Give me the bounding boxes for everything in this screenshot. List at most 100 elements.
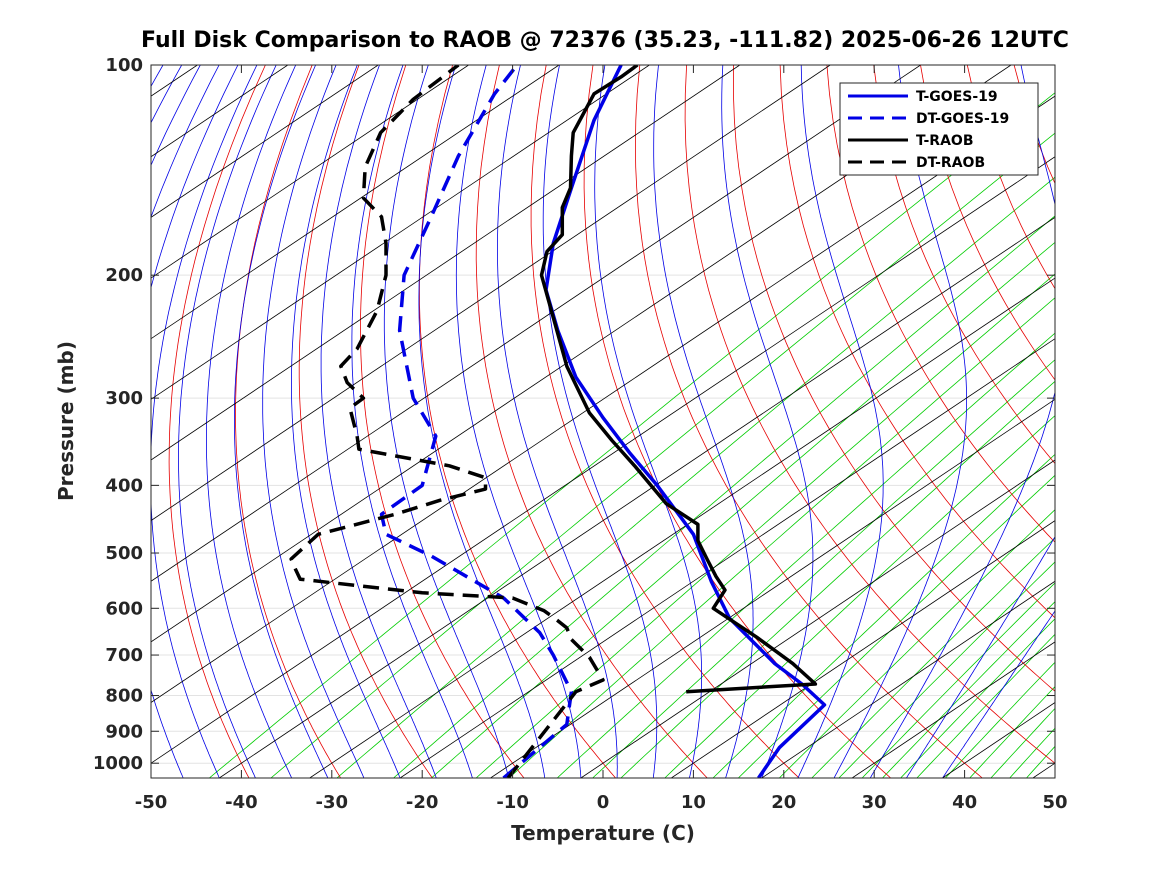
moist-adiabat-line (542, 65, 658, 778)
dry-adiabat-line (873, 65, 1055, 465)
mixing-ratio-line (945, 661, 1055, 778)
moist-adiabat-line (320, 65, 437, 778)
x-tick-label: -40 (225, 792, 258, 813)
mixing-ratio-line (664, 415, 1055, 778)
moist-adiabat-line (178, 65, 277, 778)
dry-adiabat-line (359, 65, 525, 778)
moist-adiabat-line (653, 65, 754, 778)
y-tick-label: 700 (105, 645, 143, 666)
y-tick-label: 900 (105, 721, 143, 742)
mixing-ratio-line (336, 176, 1055, 778)
isotherm-line (151, 65, 650, 400)
moist-adiabat-line (833, 65, 967, 778)
mixing-ratio-line (916, 633, 1055, 778)
series-line-dt-goes-19 (379, 65, 574, 778)
moist-adiabat-line (455, 65, 582, 778)
series-layer (289, 65, 827, 778)
isotherm-line (151, 65, 379, 218)
mixing-ratio-line (738, 474, 1055, 778)
isotherm-line (219, 216, 1055, 778)
dry-adiabat-line (1108, 65, 1167, 778)
isotherm-line (151, 65, 741, 461)
y-tick-label: 100 (105, 55, 143, 76)
isotherm-line (490, 398, 1055, 778)
dry-adiabat-line (475, 65, 708, 778)
dry-adiabat-line (1155, 65, 1167, 778)
axis-layer: -50 -40 -30 -20 -10 0 10 20 30 40 50 100 200 300 400 50… (93, 55, 1068, 813)
isotherm-line (151, 65, 560, 340)
y-tick-label: 600 (105, 598, 143, 619)
mixing-ratio-line (838, 561, 1055, 778)
x-tick-label: -50 (135, 792, 168, 813)
dry-adiabat-line (826, 65, 1055, 543)
chart-title: Full Disk Comparison to RAOB @ 72376 (35… (141, 28, 1069, 53)
isotherm-line (580, 459, 1055, 778)
moist-adiabat-line (151, 65, 258, 778)
isotherm-line (151, 65, 469, 279)
y-tick-label: 800 (105, 686, 143, 707)
isotherm-line (151, 95, 1055, 704)
x-axis-title: Temperature (C) (511, 821, 695, 845)
series-line-dt-raob (289, 65, 605, 778)
mixing-ratio-line (592, 359, 1055, 778)
moist-adiabat-line (206, 65, 297, 778)
isotherm-line (151, 65, 1012, 643)
dry-adiabat-line (168, 65, 266, 778)
moist-adiabat-line (262, 65, 365, 778)
isotherm-line (151, 65, 921, 582)
dry-adiabat-line (779, 65, 1055, 619)
isotherm-line (671, 520, 1055, 778)
mixing-ratio-line (882, 601, 1055, 778)
dry-adiabat-line (298, 65, 433, 778)
moist-adiabat-line (594, 65, 702, 778)
moist-adiabat-line (234, 65, 329, 778)
dry-adiabat-line (530, 65, 800, 778)
x-tick-label: 30 (862, 792, 887, 813)
y-tick-label: 500 (105, 543, 143, 564)
moist-adiabat-line (869, 65, 1055, 778)
x-tick-label: -30 (316, 792, 349, 813)
x-tick-label: -20 (406, 792, 439, 813)
legend-label: T-GOES-19 (916, 89, 998, 105)
mixing-ratio-line (620, 380, 1055, 778)
y-tick-label: 1000 (93, 753, 143, 774)
isotherm-line (309, 277, 1055, 778)
mixing-ratio-line (900, 618, 1055, 778)
mixing-ratio-line (861, 582, 1055, 778)
isotherm-line (151, 65, 831, 522)
moist-adiabat-line (151, 65, 164, 88)
mixing-ratio-line (712, 453, 1055, 778)
legend-label: DT-RAOB (916, 155, 985, 171)
moist-adiabat-line (496, 65, 618, 778)
dry-adiabat-line (684, 65, 1055, 764)
x-tick-label: -10 (496, 792, 529, 813)
x-tick-label: 10 (681, 792, 706, 813)
mixing-ratio-line (393, 215, 1055, 778)
legend-label: DT-GOES-19 (916, 111, 1009, 127)
y-tick-label: 400 (105, 475, 143, 496)
x-tick-label: 20 (771, 792, 796, 813)
moist-adiabat-line (151, 65, 239, 778)
moist-adiabat-line (906, 536, 1055, 778)
legend-label: T-RAOB (916, 133, 974, 149)
x-tick-label: 40 (952, 792, 977, 813)
isotherm-line (761, 580, 1055, 778)
moist-adiabat-line (351, 65, 473, 778)
dry-adiabat-line (1061, 65, 1167, 778)
legend-box (839, 82, 1039, 176)
x-tick-label: 50 (1042, 792, 1067, 813)
mixing-ratio-line (556, 332, 1055, 778)
legend: T-GOES-19 DT-GOES-19 T-RAOB DT-RAOB (839, 82, 1039, 176)
x-tick-label: 0 (597, 792, 610, 813)
dry-adiabat-line (920, 65, 1055, 381)
moist-adiabat-line (942, 610, 1055, 778)
plot-area (151, 65, 1055, 778)
moist-adiabat-line (797, 65, 884, 778)
dry-adiabat-line (733, 65, 1055, 692)
moist-adiabat-line (721, 65, 814, 778)
y-axis-title: Pressure (mb) (54, 341, 78, 501)
series-line-t-goes-19 (544, 65, 827, 778)
moist-adiabat-line (418, 65, 546, 778)
y-tick-label: 200 (105, 265, 143, 286)
